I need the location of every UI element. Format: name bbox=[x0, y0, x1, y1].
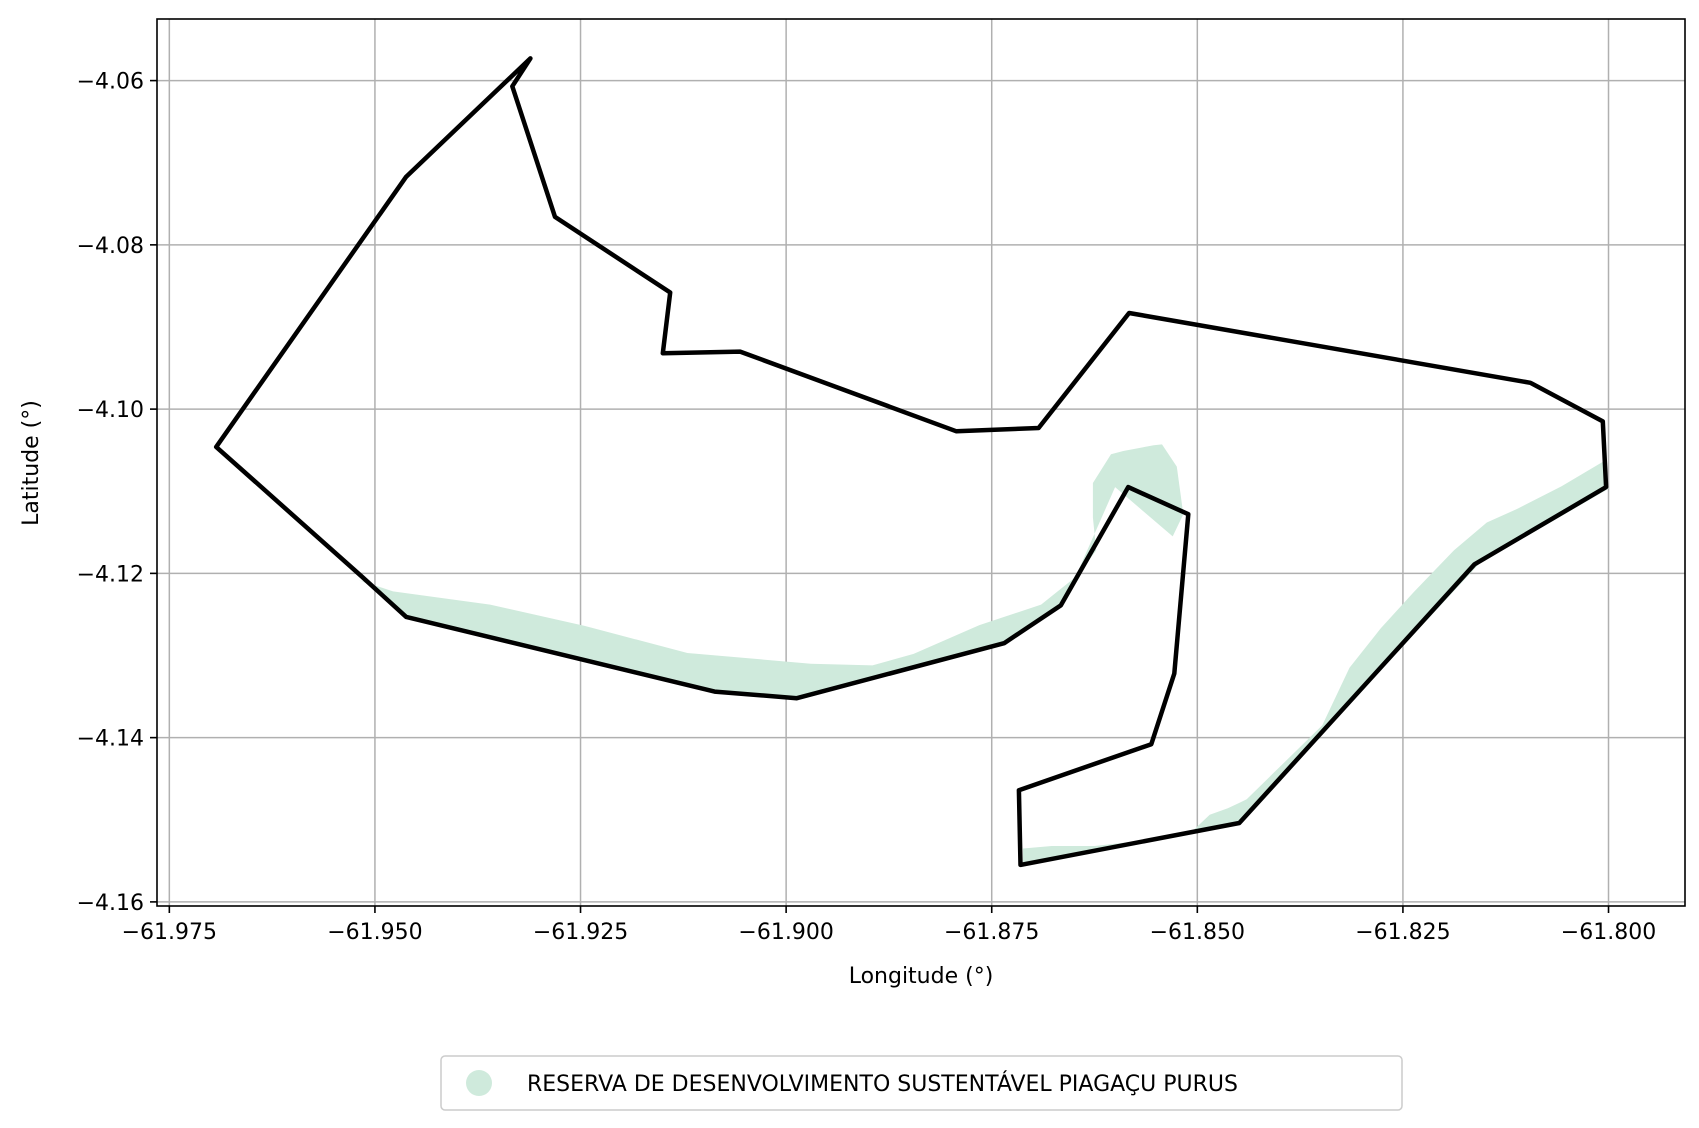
legend: RESERVA DE DESENVOLVIMENTO SUSTENTÁVEL P… bbox=[440, 1055, 1403, 1111]
legend-label-reserve: RESERVA DE DESENVOLVIMENTO SUSTENTÁVEL P… bbox=[527, 1071, 1238, 1097]
y-tick-label-1: −4.08 bbox=[77, 234, 144, 259]
map-data-layer bbox=[213, 56, 1609, 868]
y-tick-label-0: −4.06 bbox=[77, 70, 144, 95]
x-tick-label-0: −61.975 bbox=[122, 920, 217, 945]
reserve-area-west bbox=[358, 444, 1184, 699]
legend-marker-reserve bbox=[466, 1070, 492, 1096]
reserve-area-east bbox=[1023, 460, 1609, 865]
y-tick-label-2: −4.10 bbox=[77, 398, 144, 423]
plot-frame bbox=[156, 18, 1686, 907]
x-tick-label-1: −61.950 bbox=[327, 920, 422, 945]
x-tick-label-5: −61.850 bbox=[1150, 920, 1245, 945]
boundary-outline bbox=[213, 56, 1609, 868]
x-tick-label-2: −61.925 bbox=[533, 920, 628, 945]
x-tick-label-4: −61.875 bbox=[944, 920, 1039, 945]
x-axis-label: Longitude (°) bbox=[849, 964, 994, 989]
y-tick-label-5: −4.16 bbox=[77, 891, 144, 916]
x-tick-label-7: −61.800 bbox=[1561, 920, 1656, 945]
x-tick-label-6: −61.825 bbox=[1355, 920, 1450, 945]
y-axis-ticks: −4.06 −4.08 −4.10 −4.12 −4.14 −4.16 bbox=[77, 70, 157, 916]
x-axis-ticks: −61.975 −61.950 −61.925 −61.900 −61.875 −61.8… bbox=[122, 906, 1656, 945]
y-axis-label: Latitude (°) bbox=[19, 400, 44, 526]
grid-layer bbox=[157, 19, 1685, 906]
y-tick-label-3: −4.12 bbox=[77, 562, 144, 587]
legend-box bbox=[440, 1055, 1403, 1111]
y-tick-label-4: −4.14 bbox=[77, 727, 144, 752]
x-tick-label-3: −61.900 bbox=[738, 920, 833, 945]
